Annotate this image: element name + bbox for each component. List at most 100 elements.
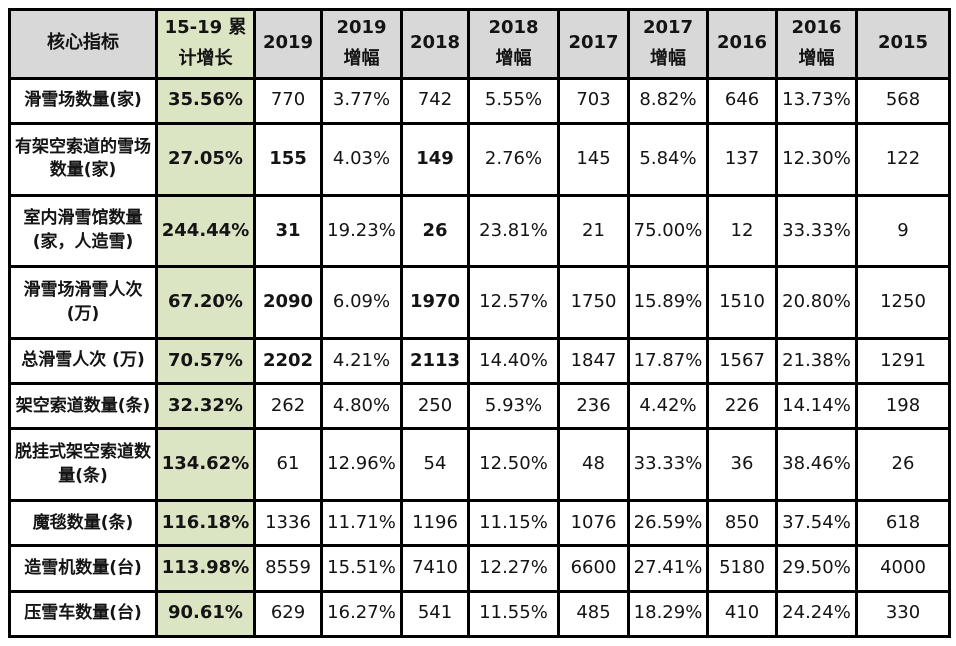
value-cell: 4.03% (320, 121, 403, 197)
indicator-cell: 压雪车数量(台) (8, 589, 158, 639)
value-cell: 330 (855, 589, 951, 639)
value-cell: 742 (400, 76, 470, 125)
column-header-label: 2017 (642, 17, 694, 38)
table-row: 总滑雪人次 (万) 70.57% 2202 4.21% 2113 14.40% 1847 17… (8, 336, 951, 386)
indicator-cell: 架空索道数量(条) (8, 382, 158, 431)
value-cell: 26 (400, 193, 470, 269)
indicator-cell: 滑雪场数量(家) (8, 76, 158, 125)
value-cell: 4000 (855, 544, 951, 593)
value-cell: 262 (253, 382, 323, 431)
value-cell: 38.46% (775, 427, 858, 503)
value-cell: 410 (706, 589, 778, 639)
value-cell: 8.82% (627, 76, 709, 125)
column-header-label: 增幅 (495, 47, 532, 69)
value-cell: 90.61% (155, 589, 256, 639)
value-cell: 145 (557, 121, 630, 197)
column-header-label: 2016 (716, 32, 768, 54)
table-row: 滑雪场数量(家) 35.56% 770 3.77% 742 5.55% 703 8.82% 64… (8, 76, 951, 125)
value-cell: 54 (400, 427, 470, 503)
value-cell: 19.23% (320, 193, 403, 269)
value-cell: 12.27% (467, 544, 560, 593)
value-cell: 226 (706, 382, 778, 431)
value-cell: 27.41% (627, 544, 709, 593)
value-cell: 1076 (557, 499, 630, 548)
value-cell: 198 (855, 382, 951, 431)
value-cell: 48 (557, 427, 630, 503)
value-cell: 36 (706, 427, 778, 503)
value-cell: 2202 (253, 336, 323, 386)
value-cell: 12.30% (775, 121, 858, 197)
table-header: 核心指标 15-19 累计增长 2019 2019 增幅 2018 2018 增幅 2017 20… (8, 8, 951, 80)
table-row: 造雪机数量(台) 113.98% 8559 15.51% 7410 12.27% 6600 2… (8, 544, 951, 593)
value-cell: 6600 (557, 544, 630, 593)
indicator-cell: 室内滑雪馆数量(家，人造雪) (8, 193, 158, 269)
value-cell: 5180 (706, 544, 778, 593)
indicator-cell: 魔毯数量(条) (8, 499, 158, 548)
column-header-label: 增幅 (650, 47, 686, 69)
table-body: 滑雪场数量(家) 35.56% 770 3.77% 742 5.55% 703 8.82% 64… (8, 76, 951, 639)
table-row: 滑雪场滑雪人次(万) 67.20% 2090 6.09% 1970 12.57% 1750 1… (8, 265, 951, 340)
value-cell: 32.32% (155, 382, 256, 431)
value-cell: 21 (557, 193, 630, 269)
value-cell: 244.44% (155, 193, 256, 269)
header-row: 核心指标 15-19 累计增长 2019 2019 增幅 2018 2018 增幅 2017 20… (8, 8, 951, 80)
value-cell: 75.00% (627, 193, 709, 269)
value-cell: 703 (557, 76, 630, 125)
value-cell: 11.71% (320, 499, 403, 548)
column-header-label: 2019 (262, 32, 314, 54)
column-header-2019: 2019 (253, 8, 323, 80)
value-cell: 4.80% (320, 382, 403, 431)
column-header-label: 2018 (409, 32, 461, 54)
column-header-2016: 2016 (706, 8, 778, 80)
indicator-cell: 滑雪场滑雪人次(万) (8, 265, 158, 340)
value-cell: 1510 (706, 265, 778, 340)
value-cell: 33.33% (775, 193, 858, 269)
value-cell: 15.51% (320, 544, 403, 593)
value-cell: 122 (855, 121, 951, 197)
table-row: 压雪车数量(台) 90.61% 629 16.27% 541 11.55% 485 18.29… (8, 589, 951, 639)
value-cell: 134.62% (155, 427, 256, 503)
column-header-2016-growth: 2016 增幅 (775, 8, 858, 80)
column-header-label: 2016 (791, 17, 842, 38)
column-header-2018-growth: 2018 增幅 (467, 8, 560, 80)
table-row: 脱挂式架空索道数量(条) 134.62% 61 12.96% 54 12.50% 48 33.… (8, 427, 951, 503)
value-cell: 8559 (253, 544, 323, 593)
column-header-label: 计增长 (178, 47, 233, 69)
value-cell: 20.80% (775, 265, 858, 340)
value-cell: 9 (855, 193, 951, 269)
value-cell: 61 (253, 427, 323, 503)
value-cell: 27.05% (155, 121, 256, 197)
value-cell: 4.21% (320, 336, 403, 386)
value-cell: 568 (855, 76, 951, 125)
table-row: 室内滑雪馆数量(家，人造雪) 244.44% 31 19.23% 26 23.81% 21 7… (8, 193, 951, 269)
indicator-cell: 总滑雪人次 (万) (8, 336, 158, 386)
value-cell: 629 (253, 589, 323, 639)
value-cell: 17.87% (627, 336, 709, 386)
value-cell: 116.18% (155, 499, 256, 548)
column-header-2017-growth: 2017 增幅 (627, 8, 709, 80)
value-cell: 6.09% (320, 265, 403, 340)
column-header-label: 2015 (877, 32, 929, 54)
value-cell: 12.57% (467, 265, 560, 340)
value-cell: 155 (253, 121, 323, 197)
value-cell: 33.33% (627, 427, 709, 503)
column-header-2018: 2018 (400, 8, 470, 80)
value-cell: 5.55% (467, 76, 560, 125)
indicator-cell: 脱挂式架空索道数量(条) (8, 427, 158, 503)
value-cell: 1196 (400, 499, 470, 548)
value-cell: 1250 (855, 265, 951, 340)
value-cell: 770 (253, 76, 323, 125)
value-cell: 2113 (400, 336, 470, 386)
value-cell: 1336 (253, 499, 323, 548)
value-cell: 24.24% (775, 589, 858, 639)
value-cell: 5.93% (467, 382, 560, 431)
value-cell: 1567 (706, 336, 778, 386)
column-header-label: 增幅 (798, 47, 835, 69)
value-cell: 3.77% (320, 76, 403, 125)
column-header-label: 核心指标 (47, 32, 119, 54)
value-cell: 850 (706, 499, 778, 548)
column-header-indicator: 核心指标 (8, 8, 158, 80)
column-header-cum-growth: 15-19 累计增长 (155, 8, 256, 80)
value-cell: 137 (706, 121, 778, 197)
